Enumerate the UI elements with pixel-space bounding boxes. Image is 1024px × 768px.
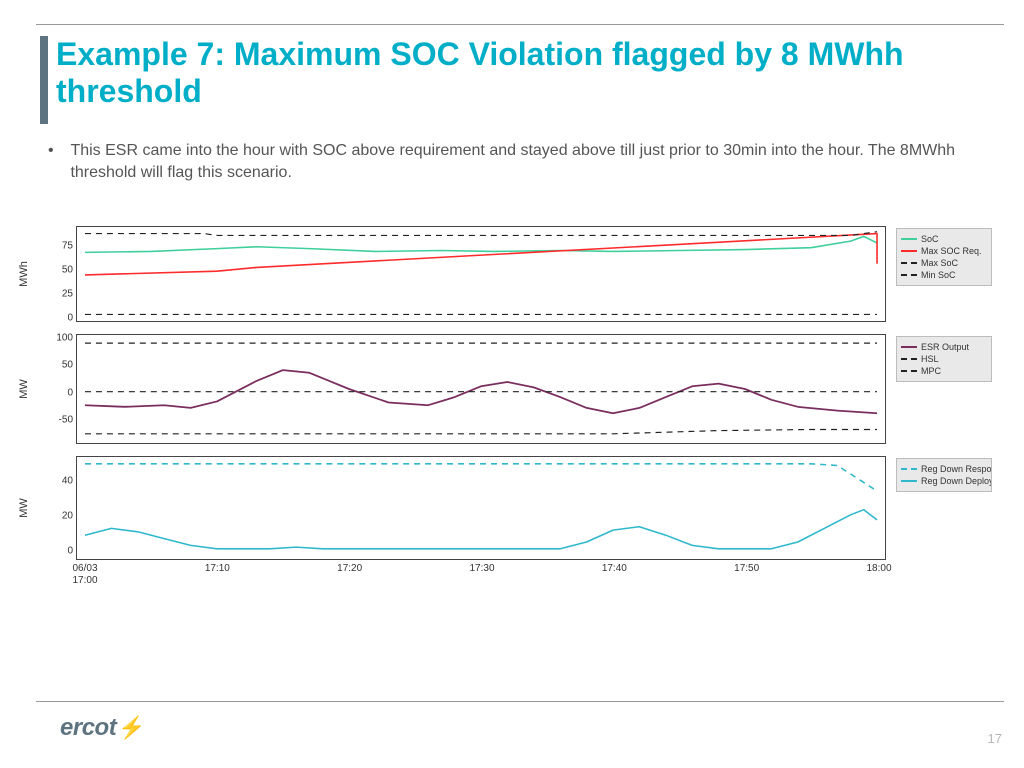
x-tick-label: 17:30 [469, 563, 494, 575]
legend-swatch [901, 274, 917, 276]
x-tick-label: 18:00 [866, 563, 891, 575]
chart-1-row: MWh 0255075 SoCMax SOC Req.Max SoCMin So… [30, 226, 994, 322]
legend-label: Reg Down Respons [921, 464, 992, 474]
title-accent-bar [40, 36, 48, 124]
chart-2-row: MW -50050100 ESR OutputHSLMPC [30, 334, 994, 444]
y-tick-label: 20 [62, 510, 73, 521]
legend-item: Reg Down Deploye [901, 475, 987, 487]
legend-item: HSL [901, 353, 987, 365]
logo-text: ercot [60, 714, 116, 741]
logo-bolt-icon: ⚡ [118, 715, 145, 740]
top-divider [36, 24, 1004, 25]
chart-3-plot: 0204006/0317:0017:1017:2017:3017:4017:50… [76, 456, 886, 560]
legend-label: MPC [921, 366, 941, 376]
bullet-dot: • [48, 140, 66, 162]
chart-3-legend: Reg Down ResponsReg Down Deploye [896, 458, 992, 492]
bullet-item: • This ESR came into the hour with SOC a… [48, 140, 984, 185]
legend-label: Reg Down Deploye [921, 476, 992, 486]
legend-label: SoC [921, 234, 939, 244]
legend-label: Max SoC [921, 258, 958, 268]
legend-item: SoC [901, 233, 987, 245]
legend-swatch [901, 370, 917, 372]
x-tick-label: 17:10 [205, 563, 230, 575]
legend-item: Max SOC Req. [901, 245, 987, 257]
y-tick-label: -50 [59, 415, 73, 426]
legend-swatch [901, 262, 917, 264]
chart-2-ylabel: MW [18, 379, 30, 399]
y-tick-label: 0 [67, 387, 73, 398]
charts-container: MWh 0255075 SoCMax SOC Req.Max SoCMin So… [30, 226, 994, 572]
legend-swatch [901, 238, 917, 240]
slide: Example 7: Maximum SOC Violation flagged… [0, 0, 1024, 768]
chart-2-plot: -50050100 [76, 334, 886, 444]
footer-divider [36, 701, 1004, 702]
x-tick-label: 17:40 [602, 563, 627, 575]
legend-swatch [901, 346, 917, 348]
y-tick-label: 100 [56, 332, 73, 343]
x-tick-label: 17:50 [734, 563, 759, 575]
y-tick-label: 25 [62, 289, 73, 300]
chart-1-plot: 0255075 [76, 226, 886, 322]
legend-item: ESR Output [901, 341, 987, 353]
y-tick-label: 40 [62, 476, 73, 487]
y-tick-label: 50 [62, 265, 73, 276]
ercot-logo: ercot⚡ [60, 714, 145, 742]
legend-label: Max SOC Req. [921, 246, 982, 256]
x-tick-label: 06/0317:00 [72, 563, 97, 586]
y-tick-label: 50 [62, 360, 73, 371]
bullet-text: This ESR came into the hour with SOC abo… [70, 140, 982, 185]
x-tick-label: 17:20 [337, 563, 362, 575]
legend-swatch [901, 468, 917, 470]
page-number: 17 [988, 731, 1002, 746]
chart-1-legend: SoC Max SOC Req. Max SoC Min SoC [896, 228, 992, 286]
legend-swatch [901, 358, 917, 360]
legend-item: Min SoC [901, 269, 987, 281]
y-tick-label: 75 [62, 241, 73, 252]
y-tick-label: 0 [67, 313, 73, 324]
legend-swatch [901, 480, 917, 482]
legend-item: Reg Down Respons [901, 463, 987, 475]
legend-item: MPC [901, 365, 987, 377]
legend-label: HSL [921, 354, 939, 364]
legend-label: Min SoC [921, 270, 956, 280]
legend-label: ESR Output [921, 342, 969, 352]
chart-3-ylabel: MW [18, 498, 30, 518]
chart-1-ylabel: MWh [18, 261, 30, 287]
chart-3-row: MW 0204006/0317:0017:1017:2017:3017:4017… [30, 456, 994, 560]
legend-item: Max SoC [901, 257, 987, 269]
legend-swatch [901, 250, 917, 252]
chart-2-legend: ESR Output HSL MPC [896, 336, 992, 382]
slide-title: Example 7: Maximum SOC Violation flagged… [56, 36, 994, 110]
y-tick-label: 0 [67, 545, 73, 556]
